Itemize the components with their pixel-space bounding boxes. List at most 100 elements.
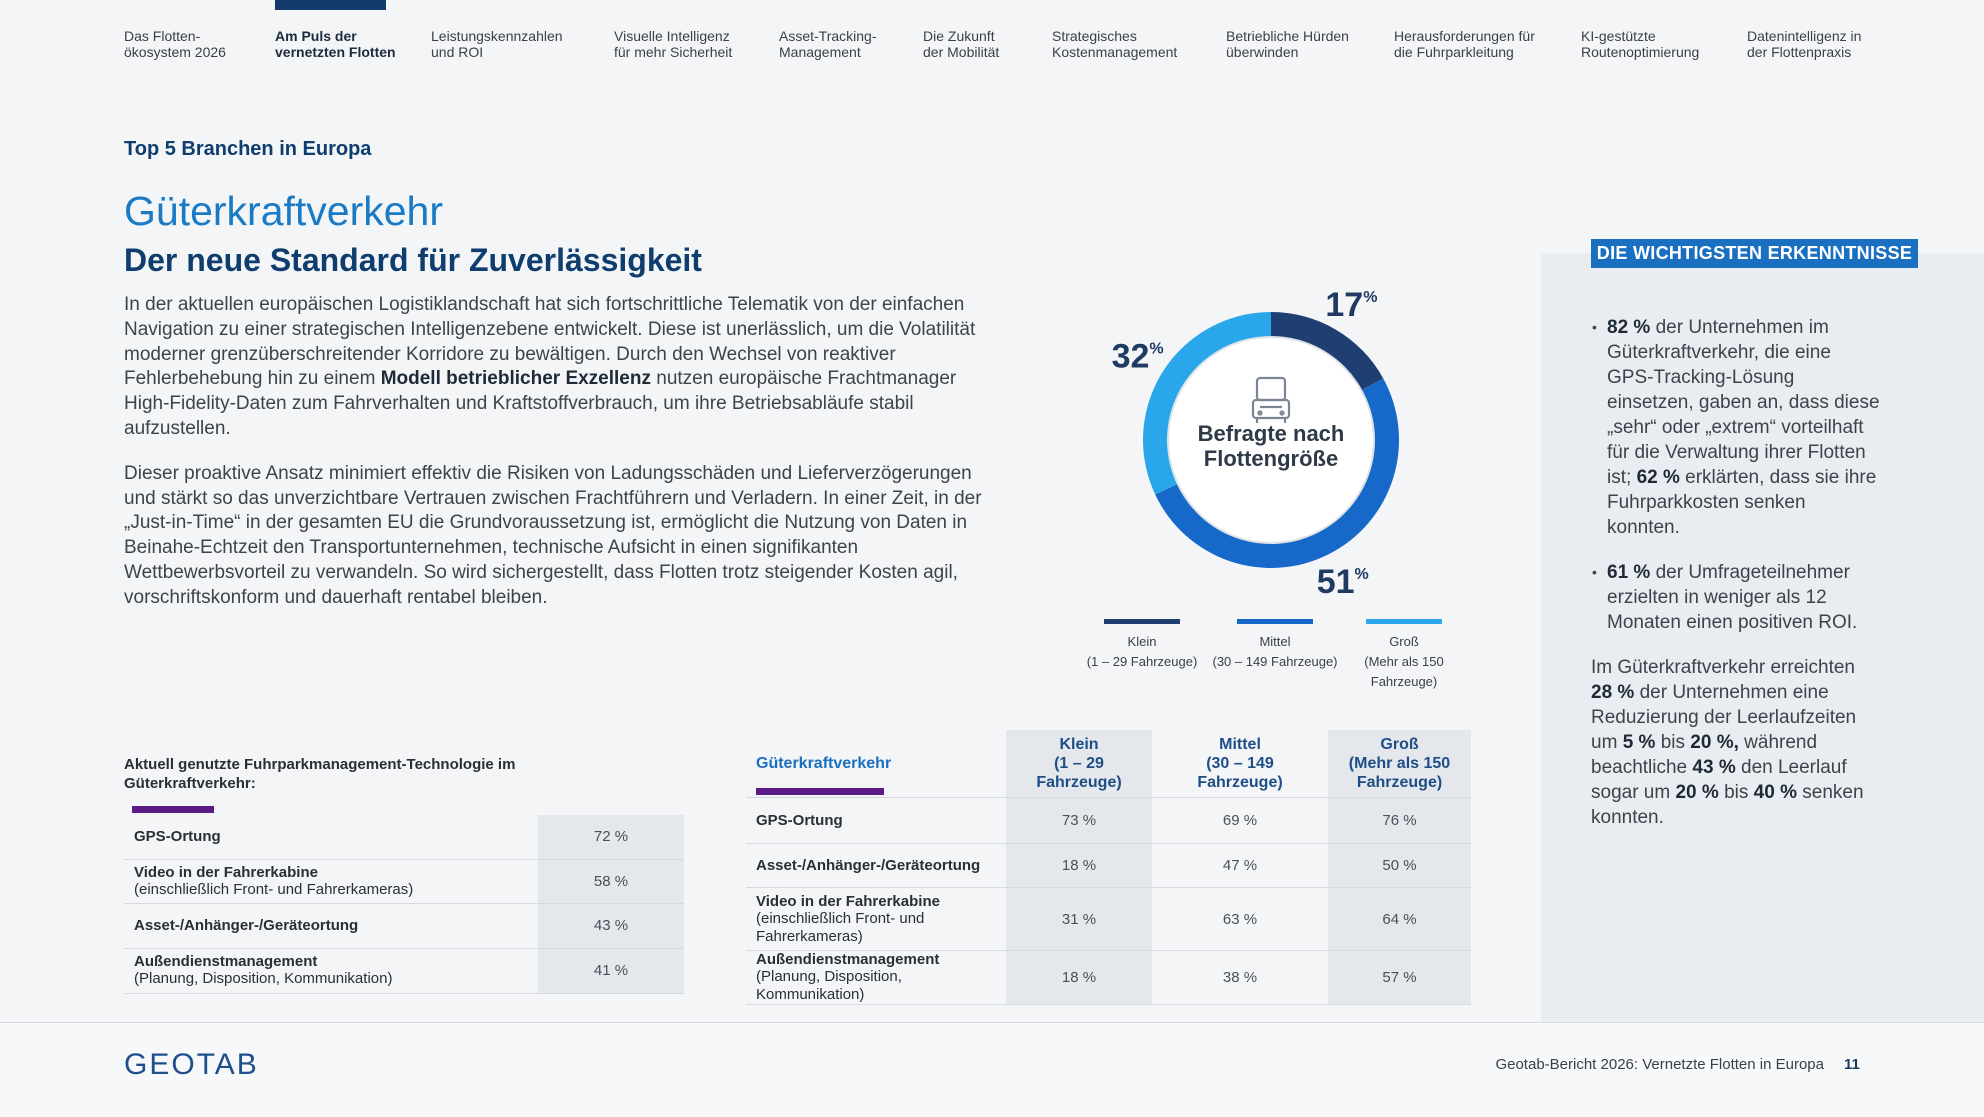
- table-cell: 41 %: [538, 948, 684, 994]
- insight-summary: Im Güterkraftverkehr erreichten 28 % der…: [1591, 655, 1871, 830]
- active-tab-indicator: [275, 0, 386, 10]
- legend-swatch: [1237, 619, 1313, 624]
- donut-segment: [1143, 312, 1271, 495]
- table-cell: 76 %: [1328, 797, 1471, 844]
- table-row: Asset-/Anhänger-/Geräteortung 43 %: [124, 903, 684, 949]
- text-run: erklärten, dass sie ihre Fuhrparkkosten …: [1607, 467, 1877, 538]
- table-cell: 69 %: [1152, 797, 1328, 844]
- row-label: Video in der Fahrerkabine: [756, 892, 940, 910]
- nav-item[interactable]: Visuelle Intelligenz für mehr Sicherheit: [614, 28, 733, 60]
- table-cell: 43 %: [538, 903, 684, 949]
- accent-bar: [132, 806, 214, 813]
- insight-list: 82 % der Unternehmen im Güterkraftverkeh…: [1591, 315, 1881, 635]
- body-text: In der aktuellen europäischen Logistikla…: [124, 293, 984, 631]
- nav-item[interactable]: KI-gestützte Routenoptimierung: [1581, 28, 1700, 60]
- text-run: bis: [1718, 782, 1754, 803]
- table-cell: 73 %: [1006, 797, 1152, 844]
- table-cell: 58 %: [538, 859, 684, 904]
- value-label: 32%: [1112, 337, 1164, 375]
- sidebar-heading: DIE WICHTIGSTEN ERKENNTNISSE: [1591, 239, 1918, 268]
- table-cell: 18 %: [1006, 843, 1152, 888]
- bold-run: 40 %: [1753, 782, 1797, 803]
- row-label: GPS-Ortung: [756, 812, 843, 829]
- legend-label: Groß (Mehr als 150 Fahrzeuge): [1364, 634, 1444, 689]
- table-cell: 64 %: [1328, 887, 1471, 951]
- value-label: 17%: [1325, 286, 1377, 324]
- row-label-cell: Video in der Fahrerkabine (einschließlic…: [746, 887, 1006, 951]
- table-title: Aktuell genutzte Fuhrparkmanagement-Tech…: [124, 756, 516, 792]
- donut-segment: [1155, 378, 1399, 568]
- nav-item[interactable]: Herausforderungen für die Fuhrparkleitun…: [1394, 28, 1535, 60]
- section-label: Top 5 Branchen in Europa: [124, 138, 372, 160]
- row-note: (einschließlich Front- und Fahrerkameras…: [134, 880, 414, 898]
- nav-item[interactable]: Strategisches Kostenmanagement: [1052, 28, 1178, 60]
- legend-swatch: [1104, 619, 1180, 624]
- text-run: nutzen europäische Frachtmanager High-Fi…: [124, 368, 957, 439]
- table-cell: 63 %: [1152, 887, 1328, 951]
- paragraph: Dieser proaktive Ansatz minimiert effekt…: [124, 462, 984, 611]
- table-cell: 47 %: [1152, 843, 1328, 888]
- nav-item[interactable]: Das Flotten- ökosystem 2026: [124, 28, 226, 60]
- tech-table: GPS-Ortung 72 % Video in der Fahrerkabine(…: [124, 815, 684, 994]
- text-run: während beachtliche: [1591, 732, 1818, 778]
- legend-label: Mittel (30 – 149 Fahrzeuge): [1212, 634, 1338, 669]
- row-note: (Planung, Disposition, Kommunikation): [134, 970, 393, 987]
- bold-run: 20 %,: [1690, 732, 1739, 753]
- page-number: 11: [1844, 1056, 1860, 1073]
- text-run: Im Güterkraftverkehr erreichten: [1591, 657, 1855, 678]
- row-label: Asset-/Anhänger-/Geräteortung: [134, 917, 359, 934]
- row-label-cell: GPS-Ortung: [124, 815, 538, 860]
- table-cell: 57 %: [1328, 950, 1471, 1005]
- paragraph: In der aktuellen europäischen Logistikla…: [124, 293, 984, 442]
- donut-center: [1167, 336, 1375, 544]
- row-label-cell: Außendienstmanagement (Planung, Dispositi…: [124, 948, 538, 994]
- text-run: den Leerlauf sogar um: [1591, 757, 1847, 803]
- insights: 82 % der Unternehmen im Güterkraftverkeh…: [1591, 315, 1881, 830]
- row-label-cell: Video in der Fahrerkabine (einschließlich…: [124, 859, 538, 904]
- nav-item[interactable]: Am Puls der vernetzten Flotten: [275, 28, 396, 60]
- table-row: Außendienstmanagement (Planung, Dispositi…: [124, 948, 684, 994]
- row-label-cell: Außendienstmanagement (Planung, Disposit…: [746, 950, 1006, 1005]
- table-row: Video in der Fahrerkabine (einschließlich…: [124, 859, 684, 904]
- bold-run: 43 %: [1692, 757, 1736, 778]
- legend-label: Klein (1 – 29 Fahrzeuge): [1086, 634, 1198, 669]
- nav-item[interactable]: Betriebliche Hürden überwinden: [1226, 28, 1349, 60]
- bold-run: 62 %: [1636, 467, 1680, 488]
- nav-item[interactable]: Asset-Tracking- Management: [779, 28, 877, 60]
- nav-item[interactable]: Leistungskennzahlen und ROI: [431, 28, 563, 60]
- insight-bullet: 82 % der Unternehmen im Güterkraftverkeh…: [1592, 315, 1881, 540]
- bold-run: 61 %: [1607, 562, 1651, 583]
- table-row: GPS-Ortung 73 % 69 % 76 %: [746, 797, 1471, 844]
- nav-item[interactable]: Die Zukunft der Mobilität: [923, 28, 1000, 60]
- size-table: Güterkraftverkehr Klein (1 – 29 Fahrzeuge…: [746, 730, 1471, 1005]
- nav-item[interactable]: Datenintelligenz in der Flottenpraxis: [1747, 28, 1862, 60]
- donut-center-label: Befragte nach Flottengröße: [1198, 421, 1345, 471]
- text-run: der Umfrageteilnehmer erzielten in wenig…: [1607, 562, 1858, 633]
- text-run: der Unternehmen im Güterkraftverkehr, di…: [1607, 317, 1880, 488]
- table-row: Asset-/Anhänger-/Geräteortung 18 % 47 % 50 …: [746, 843, 1471, 888]
- row-label: Asset-/Anhänger-/Geräteortung: [756, 857, 981, 874]
- column-header: Klein (1 – 29 Fahrzeuge): [1006, 730, 1152, 798]
- text-run: In der aktuellen europäischen Logistikla…: [124, 294, 976, 390]
- row-label-cell: GPS-Ortung: [746, 797, 1006, 844]
- text-run: Dieser proaktive Ansatz minimiert effekt…: [124, 462, 982, 608]
- truck-icon: [1251, 376, 1291, 423]
- text-run: bis: [1655, 732, 1691, 753]
- footer: [0, 1022, 1984, 1117]
- donut-chart: Befragte nach Flottengröße 17% 51% 32%: [1112, 286, 1399, 601]
- table-cell: 38 %: [1152, 950, 1328, 1005]
- table-cell: 50 %: [1328, 843, 1471, 888]
- subtitle: Der neue Standard für Zuverlässigkeit: [124, 242, 702, 278]
- table-row: Video in der Fahrerkabine (einschließlic…: [746, 887, 1471, 951]
- text-run: senken konnten.: [1591, 782, 1864, 828]
- row-note: (einschließlich Front- und Fahrerkameras…: [756, 909, 925, 945]
- row-label: Video in der Fahrerkabine: [134, 863, 318, 881]
- title: Güterkraftverkehr: [124, 188, 443, 234]
- row-label: Außendienstmanagement: [134, 953, 318, 970]
- value-label: 51%: [1317, 563, 1369, 601]
- row-label-cell: Asset-/Anhänger-/Geräteortung: [124, 903, 538, 949]
- report-title: Geotab-Bericht 2026: Vernetzte Flotten i…: [1495, 1056, 1824, 1073]
- bold-run: 82 %: [1607, 317, 1651, 338]
- table-cell: 72 %: [538, 815, 684, 860]
